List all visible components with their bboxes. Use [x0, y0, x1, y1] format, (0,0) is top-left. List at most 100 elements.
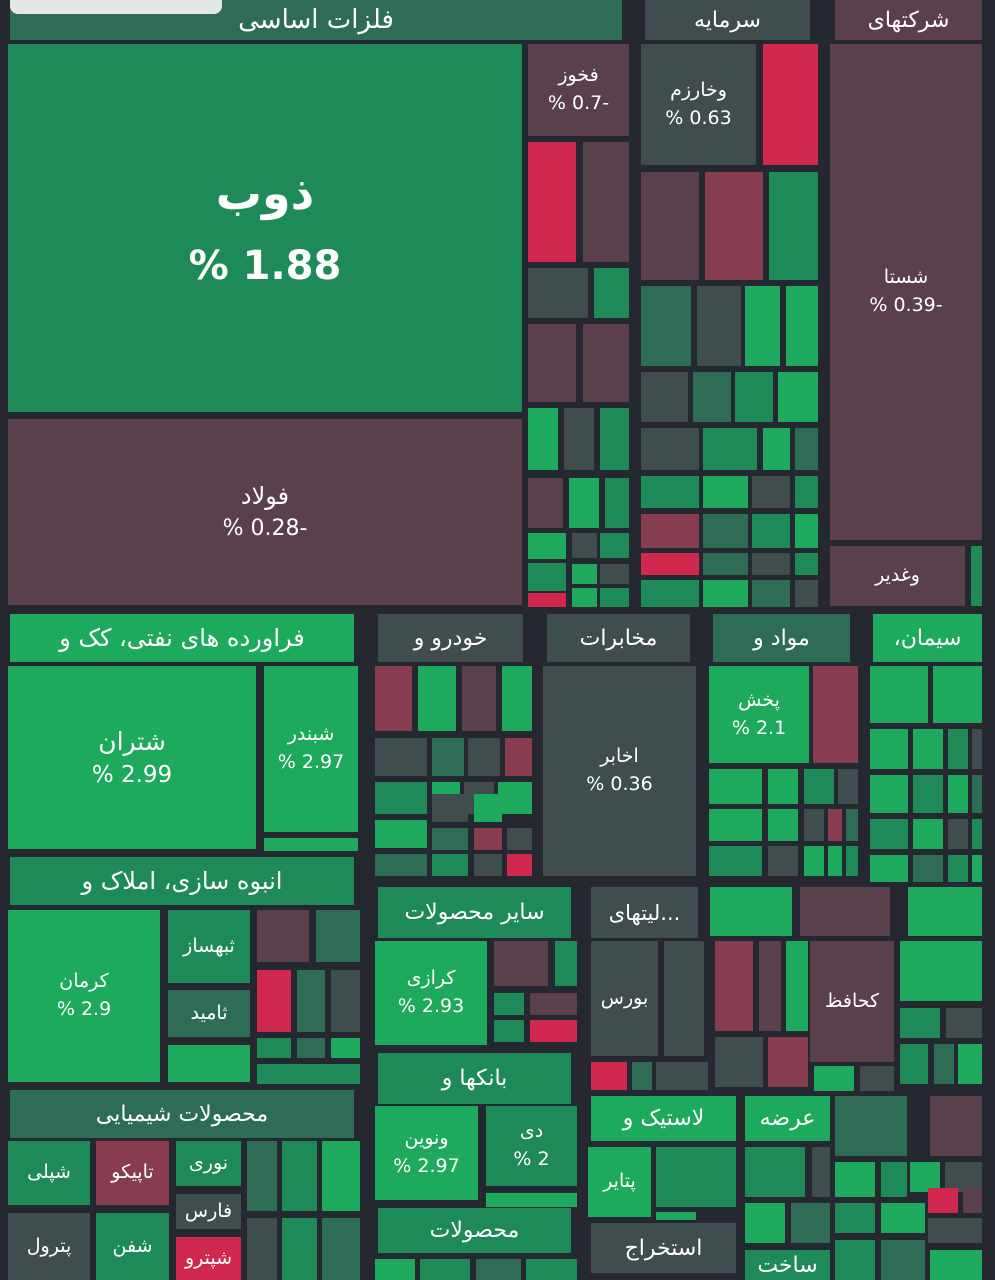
treemap-tile[interactable]	[316, 910, 360, 962]
treemap-tile[interactable]	[528, 324, 576, 402]
treemap-tile[interactable]	[494, 941, 548, 986]
sector-header[interactable]: محصولات شیمیایی	[10, 1090, 354, 1138]
treemap-tile[interactable]	[468, 738, 500, 776]
treemap-tile[interactable]	[656, 1062, 708, 1090]
treemap-tile[interactable]: کحافظ	[810, 941, 894, 1062]
treemap-tile[interactable]	[948, 729, 968, 769]
treemap-tile[interactable]	[600, 533, 629, 558]
treemap-tile[interactable]	[930, 1250, 982, 1280]
treemap-tile[interactable]	[375, 666, 412, 731]
treemap-tile[interactable]	[420, 1259, 470, 1280]
treemap-tile[interactable]	[600, 564, 629, 584]
treemap-tile[interactable]	[828, 809, 842, 841]
treemap-tile[interactable]	[812, 1147, 830, 1197]
treemap-tile[interactable]	[972, 775, 982, 813]
treemap-tile[interactable]	[530, 993, 577, 1015]
treemap-tile[interactable]	[778, 372, 818, 422]
treemap-tile[interactable]: نوری	[176, 1141, 241, 1186]
sector-header[interactable]: لاستیک و	[591, 1096, 736, 1141]
treemap-tile[interactable]	[297, 1038, 325, 1058]
treemap-tile[interactable]	[768, 846, 798, 876]
treemap-tile[interactable]	[870, 819, 908, 849]
treemap-tile[interactable]	[709, 769, 762, 804]
treemap-tile[interactable]	[972, 729, 982, 769]
treemap-tile[interactable]	[432, 738, 464, 776]
treemap-tile[interactable]	[745, 286, 780, 366]
treemap-tile[interactable]	[697, 286, 741, 366]
treemap-tile[interactable]: شتران 2.99 %	[8, 666, 256, 849]
treemap-tile[interactable]	[297, 970, 325, 1032]
treemap-tile[interactable]	[375, 738, 427, 776]
treemap-tile[interactable]	[474, 828, 502, 850]
treemap-tile[interactable]	[745, 1147, 805, 1197]
treemap-tile[interactable]	[763, 44, 818, 165]
sector-header[interactable]: بانکها و	[378, 1053, 571, 1104]
treemap-tile[interactable]	[432, 794, 468, 822]
treemap-tile[interactable]	[641, 428, 699, 470]
treemap-tile[interactable]	[322, 1141, 360, 1211]
treemap-tile[interactable]	[835, 1162, 875, 1197]
treemap-tile[interactable]	[846, 809, 858, 841]
treemap-tile[interactable]	[913, 729, 943, 769]
treemap-tile[interactable]	[264, 838, 358, 851]
treemap-tile[interactable]	[375, 782, 427, 814]
treemap-tile[interactable]	[769, 172, 818, 280]
treemap-tile[interactable]	[804, 769, 834, 804]
treemap-tile[interactable]	[835, 1240, 875, 1280]
treemap-tile[interactable]	[282, 1141, 317, 1211]
sector-header[interactable]: استخراج	[591, 1223, 736, 1273]
treemap-tile[interactable]	[804, 809, 824, 841]
treemap-tile[interactable]	[664, 941, 704, 1056]
treemap-tile[interactable]	[763, 428, 790, 470]
treemap-tile[interactable]	[528, 533, 566, 559]
sector-header[interactable]: عرضه	[745, 1096, 830, 1141]
treemap-tile[interactable]	[641, 514, 699, 548]
treemap-tile[interactable]	[908, 887, 982, 936]
treemap-tile[interactable]	[928, 1218, 982, 1243]
treemap-tile[interactable]	[555, 941, 577, 986]
treemap-tile[interactable]	[528, 142, 576, 262]
treemap-tile[interactable]	[528, 268, 588, 318]
treemap-tile[interactable]	[881, 1162, 907, 1197]
treemap-tile[interactable]	[786, 941, 808, 1031]
treemap-tile[interactable]	[257, 970, 291, 1032]
treemap-tile[interactable]: شستا -0.39 %	[830, 44, 982, 540]
treemap-tile[interactable]	[591, 1062, 627, 1090]
treemap-tile[interactable]	[933, 666, 982, 723]
treemap-tile[interactable]	[715, 941, 753, 1031]
treemap-tile[interactable]	[752, 580, 790, 607]
treemap-tile[interactable]	[641, 372, 688, 422]
treemap-tile[interactable]	[703, 428, 757, 470]
treemap-tile[interactable]	[900, 1044, 928, 1084]
treemap-tile[interactable]	[800, 887, 890, 936]
treemap-tile[interactable]: ثامید	[168, 990, 250, 1037]
treemap-tile[interactable]: پخش 2.1 %	[709, 666, 809, 763]
treemap-tile[interactable]	[526, 1259, 577, 1280]
treemap-tile[interactable]	[564, 408, 594, 470]
sector-header[interactable]: ...لیتهای	[591, 887, 698, 938]
treemap-tile[interactable]	[257, 1064, 360, 1084]
treemap-tile[interactable]	[971, 546, 982, 606]
treemap-tile[interactable]	[528, 408, 558, 470]
treemap-tile[interactable]	[462, 666, 496, 731]
treemap-tile[interactable]	[572, 533, 597, 558]
treemap-tile[interactable]	[745, 1203, 785, 1243]
treemap-tile[interactable]	[168, 1045, 250, 1082]
treemap-tile[interactable]	[641, 286, 691, 366]
treemap-tile[interactable]	[656, 1147, 736, 1207]
treemap-tile[interactable]	[375, 820, 427, 848]
treemap-tile[interactable]	[910, 1162, 940, 1192]
treemap-tile[interactable]	[432, 828, 468, 850]
treemap-tile[interactable]: ذوب 1.88 %	[8, 44, 522, 412]
treemap-tile[interactable]	[768, 1037, 808, 1087]
treemap-tile[interactable]	[930, 1096, 982, 1156]
treemap-tile[interactable]	[375, 854, 427, 876]
treemap-tile[interactable]	[715, 1037, 763, 1087]
treemap-tile[interactable]	[641, 553, 699, 575]
treemap-tile[interactable]	[900, 941, 982, 1001]
treemap-tile[interactable]	[528, 593, 566, 607]
treemap-tile[interactable]	[528, 563, 566, 591]
treemap-tile[interactable]	[928, 1188, 958, 1213]
sector-header[interactable]: مخابرات	[547, 614, 690, 662]
treemap-tile[interactable]	[846, 846, 858, 876]
